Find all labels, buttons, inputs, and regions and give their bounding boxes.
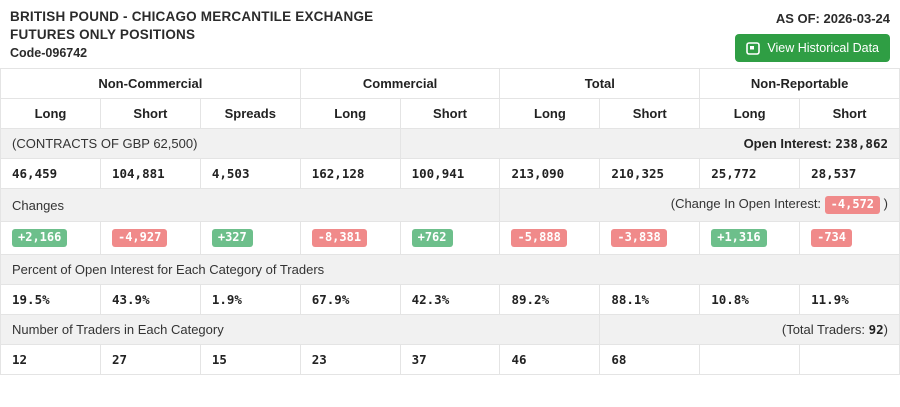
change-badge: +1,316 (711, 229, 767, 248)
total-traders-cell: (Total Traders: 92) (599, 314, 900, 346)
positions-row: 46,459 104,881 4,503 162,128 100,941 213… (0, 158, 900, 189)
position-value: 162,128 (311, 166, 365, 181)
percent-label: Percent of Open Interest for Each Catego… (0, 254, 900, 286)
total-traders-value: 92 (868, 322, 884, 338)
percent-label-row: Percent of Open Interest for Each Catego… (0, 254, 900, 286)
report-subtitle: FUTURES ONLY POSITIONS (10, 27, 196, 42)
change-badge: -4,927 (111, 229, 168, 248)
changes-label-row: Changes (Change In Open Interest: -4,572… (0, 187, 900, 223)
traders-value: 68 (611, 352, 627, 368)
header-right: AS OF: 2026-03-24 View Historical Data (735, 9, 890, 62)
group-non-reportable: Non-Reportable (699, 68, 900, 99)
position-value: 100,941 (411, 166, 465, 181)
percent-value: 42.3% (411, 292, 450, 308)
position-value: 25,772 (711, 166, 757, 181)
col-noncomm-long: Long (0, 98, 101, 129)
column-header-row: Long Short Spreads Long Short Long Short… (0, 98, 900, 129)
col-noncomm-short: Short (99, 98, 201, 129)
change-open-interest-cell: (Change In Open Interest: -4,572 ) (499, 187, 900, 223)
changes-label: Changes (0, 187, 501, 223)
change-badge: -3,838 (611, 229, 667, 248)
position-value: 210,325 (611, 166, 665, 181)
traders-value: 12 (12, 352, 28, 368)
contracts-label: (CONTRACTS OF GBP 62,500) (0, 128, 401, 159)
position-value: 213,090 (511, 166, 565, 181)
change-oi-prefix: (Change In Open Interest: (670, 196, 822, 211)
view-historical-data-label: View Historical Data (767, 41, 879, 55)
traders-label: Number of Traders in Each Category (0, 314, 601, 346)
view-historical-data-button[interactable]: View Historical Data (735, 34, 890, 62)
col-noncomm-spreads: Spreads (199, 98, 301, 129)
position-value: 104,881 (111, 166, 165, 181)
change-badge: +2,166 (12, 229, 68, 248)
col-nonrep-long: Long (699, 98, 801, 129)
traders-value: 27 (111, 352, 128, 368)
group-non-commercial: Non-Commercial (0, 68, 301, 99)
change-badge: -8,381 (311, 229, 368, 248)
position-value: 46,459 (12, 166, 58, 181)
col-total-long: Long (499, 98, 601, 129)
open-interest-label: Open Interest: (743, 136, 832, 151)
total-traders-prefix: (Total Traders: (781, 322, 865, 338)
col-comm-long: Long (299, 98, 401, 129)
position-value: 28,537 (811, 166, 857, 181)
page-header: BRITISH POUND - CHICAGO MERCANTILE EXCHA… (0, 0, 900, 68)
group-header-row: Non-Commercial Commercial Total Non-Repo… (0, 68, 900, 99)
historical-data-icon (746, 41, 761, 55)
change-oi-badge: -4,572 (824, 196, 881, 215)
report-titles: BRITISH POUND - CHICAGO MERCANTILE EXCHA… (10, 9, 373, 60)
contracts-row: (CONTRACTS OF GBP 62,500) Open Interest:… (0, 128, 900, 159)
col-total-short: Short (599, 98, 701, 129)
traders-value: 37 (411, 352, 427, 368)
cot-futures-table: Non-Commercial Commercial Total Non-Repo… (0, 68, 900, 376)
traders-row: 12 27 15 23 37 46 68 (0, 344, 900, 376)
percent-value: 43.9% (111, 292, 150, 308)
change-badge: -5,888 (511, 229, 567, 248)
open-interest-cell: Open Interest: 238,862 (399, 128, 900, 159)
percent-value: 11.9% (811, 292, 849, 308)
report-code: Code-096742 (10, 46, 88, 60)
percent-value: 1.9% (211, 292, 242, 308)
traders-value: 23 (311, 352, 327, 368)
group-commercial: Commercial (299, 68, 501, 99)
traders-value: 15 (211, 352, 227, 368)
as-of-date: AS OF: 2026-03-24 (775, 11, 890, 26)
percent-value: 19.5% (12, 292, 50, 308)
change-badge: -734 (811, 229, 852, 248)
traders-value: 46 (511, 352, 527, 368)
percent-value: 89.2% (511, 292, 550, 308)
percent-row: 19.5% 43.9% 1.9% 67.9% 42.3% 89.2% 88.1%… (0, 284, 900, 316)
total-traders-suffix: ) (883, 322, 888, 338)
percent-value: 88.1% (611, 292, 649, 308)
col-comm-short: Short (399, 98, 501, 129)
traders-label-row: Number of Traders in Each Category (Tota… (0, 314, 900, 346)
percent-value: 10.8% (711, 292, 749, 308)
open-interest-value: 238,862 (835, 136, 888, 151)
change-badge: +327 (211, 229, 253, 248)
percent-value: 67.9% (311, 292, 350, 308)
group-total: Total (499, 68, 701, 99)
col-nonrep-short: Short (799, 98, 900, 129)
change-badge: +762 (411, 229, 453, 248)
changes-row: +2,166 -4,927 +327 -8,381 +762 -5,888 -3… (0, 221, 900, 256)
position-value: 4,503 (211, 166, 250, 181)
report-title: BRITISH POUND - CHICAGO MERCANTILE EXCHA… (10, 9, 374, 24)
change-oi-suffix: ) (883, 196, 888, 211)
